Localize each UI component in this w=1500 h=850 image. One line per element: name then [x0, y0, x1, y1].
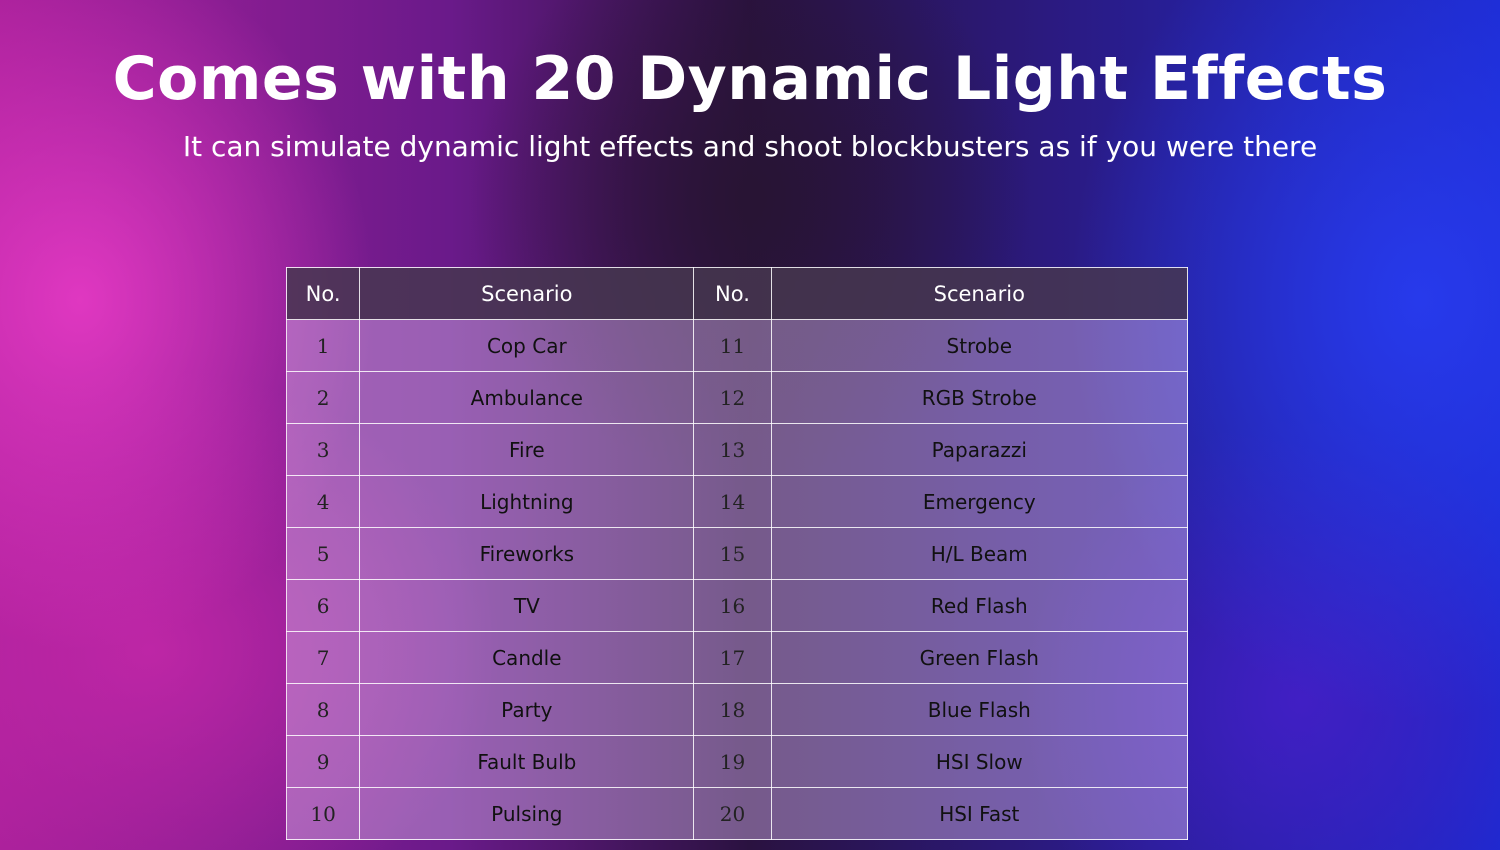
table-row: 2 Ambulance 12 RGB Strobe [285, 371, 1189, 424]
cell-number: 18 [693, 683, 772, 736]
cell-number: 16 [693, 579, 772, 632]
cell-scenario: Blue Flash [770, 683, 1189, 736]
cell-number: 5 [285, 527, 361, 580]
cell-number: 12 [693, 371, 772, 424]
header-scenario: Scenario [770, 267, 1189, 320]
cell-scenario: Party [359, 683, 695, 736]
cell-number: 20 [693, 787, 772, 840]
header-no: No. [285, 267, 361, 320]
cell-scenario: Ambulance [359, 371, 695, 424]
cell-scenario: Paparazzi [770, 423, 1189, 476]
table-row: 7 Candle 17 Green Flash [285, 631, 1189, 684]
cell-scenario: H/L Beam [770, 527, 1189, 580]
header-scenario: Scenario [359, 267, 695, 320]
cell-number: 13 [693, 423, 772, 476]
cell-scenario: Emergency [770, 475, 1189, 528]
cell-number: 2 [285, 371, 361, 424]
cell-scenario: Fireworks [359, 527, 695, 580]
cell-number: 19 [693, 735, 772, 788]
cell-scenario: Lightning [359, 475, 695, 528]
table-row: 10 Pulsing 20 HSI Fast [285, 787, 1189, 840]
cell-scenario: Fault Bulb [359, 735, 695, 788]
cell-scenario: TV [359, 579, 695, 632]
cell-number: 11 [693, 319, 772, 372]
cell-number: 10 [285, 787, 361, 840]
cell-number: 15 [693, 527, 772, 580]
cell-number: 17 [693, 631, 772, 684]
cell-scenario: Candle [359, 631, 695, 684]
cell-scenario: RGB Strobe [770, 371, 1189, 424]
page-title: Comes with 20 Dynamic Light Effects [112, 44, 1388, 114]
light-effects-table: No. Scenario No. Scenario 1 Cop Car 11 Stro… [285, 267, 1189, 840]
cell-number: 6 [285, 579, 361, 632]
table-row: 6 TV 16 Red Flash [285, 579, 1189, 632]
table-row: 8 Party 18 Blue Flash [285, 683, 1189, 736]
table-row: 1 Cop Car 11 Strobe [285, 319, 1189, 372]
table-row: 9 Fault Bulb 19 HSI Slow [285, 735, 1189, 788]
cell-number: 14 [693, 475, 772, 528]
cell-scenario: Strobe [770, 319, 1189, 372]
header-no: No. [693, 267, 772, 320]
cell-scenario: Green Flash [770, 631, 1189, 684]
cell-scenario: Fire [359, 423, 695, 476]
cell-number: 7 [285, 631, 361, 684]
cell-scenario: HSI Slow [770, 735, 1189, 788]
cell-number: 3 [285, 423, 361, 476]
cell-number: 4 [285, 475, 361, 528]
cell-scenario: Red Flash [770, 579, 1189, 632]
cell-scenario: Pulsing [359, 787, 695, 840]
table-row: 5 Fireworks 15 H/L Beam [285, 527, 1189, 580]
cell-scenario: HSI Fast [770, 787, 1189, 840]
table-row: 3 Fire 13 Paparazzi [285, 423, 1189, 476]
cell-scenario: Cop Car [359, 319, 695, 372]
cell-number: 9 [285, 735, 361, 788]
cell-number: 1 [285, 319, 361, 372]
page-subtitle: It can simulate dynamic light effects an… [182, 130, 1318, 163]
cell-number: 8 [285, 683, 361, 736]
table-header-row: No. Scenario No. Scenario [285, 267, 1189, 320]
table-row: 4 Lightning 14 Emergency [285, 475, 1189, 528]
